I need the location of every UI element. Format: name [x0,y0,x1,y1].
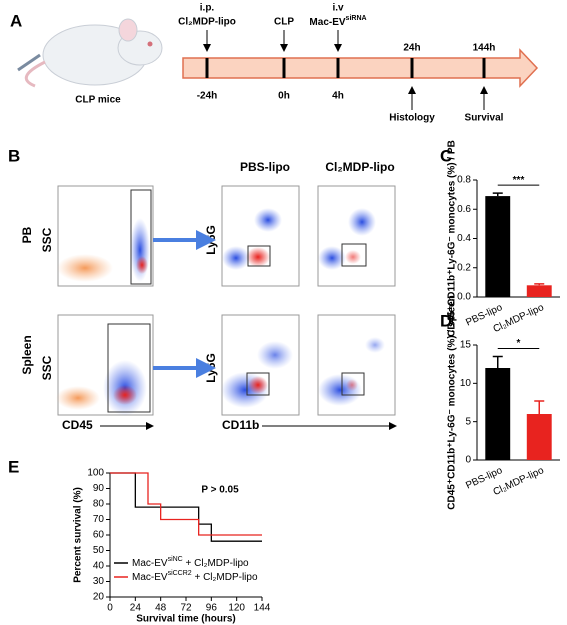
y-tick-label: 5 [465,416,471,427]
error-bar [534,283,545,286]
time-label: 24h [403,43,420,54]
event-label: CLP [274,17,294,28]
x-axis-label: Survival time (hours) [136,614,235,625]
y-tick-label: 80 [93,499,105,510]
panel-label: B [8,146,20,165]
bar [485,196,511,297]
panel-label: A [10,11,22,30]
y-axis-label: CD45⁺CD11b⁺Ly-6G⁻ monocytes (%) / PB [447,140,458,337]
y-tick-label: 90 [93,483,105,494]
column-label: PBS-lipo [240,160,290,174]
y-tick-label: 0.8 [457,175,471,186]
panel-label: D [440,311,452,330]
x-tick-label: 24 [130,603,142,614]
text-part: siNC [168,556,183,563]
error-bar [492,355,503,368]
text-part: siCCR2 [168,570,192,577]
bar [526,285,552,297]
legend-label: Mac-EVsiCCR2 + Cl₂MDP-lipo [132,570,258,582]
time-label: 0h [278,91,290,102]
text-part: Mac-EV [132,572,168,583]
text-part: Mac-EV [309,17,345,28]
error-bar [534,400,545,414]
axis-label: SSC [40,355,54,380]
y-tick-label: 0.6 [457,204,471,215]
x-tick-label: 120 [228,603,245,614]
text-part: + Cl₂MDP-lipo [183,558,249,569]
text-part: Mac-EV [132,558,168,569]
y-axis-label: Percent survival (%) [73,487,84,583]
y-tick-label: 15 [460,340,472,351]
y-tick-label: 0.0 [457,292,471,303]
event-label: Cl₂MDP-lipo [178,17,236,28]
x-tick-label: 96 [206,603,218,614]
time-label: 4h [332,91,344,102]
y-tick-label: 10 [460,378,472,389]
y-tick-label: 20 [93,592,105,603]
timeline-arrow [182,48,539,88]
bar [526,414,552,460]
mouse-illustration [17,18,163,88]
y-tick-label: 0.4 [457,233,471,244]
x-tick-label: 48 [155,603,167,614]
event-label: i.v [332,3,344,14]
axis-label: CD45 [62,418,93,432]
y-tick-label: 40 [93,561,105,572]
x-tick-label: 0 [107,603,113,614]
axis-label: CD11b [222,418,259,432]
flow-plots [56,185,396,416]
panel-label: C [440,146,452,165]
event-label: Histology [389,113,435,124]
event-label: Survival [465,113,504,124]
row-label: PB [20,226,34,243]
text-part: siRNA [346,15,367,22]
time-label: -24h [197,91,218,102]
x-tick-label: 144 [254,603,271,614]
y-tick-label: 0.2 [457,262,471,273]
event-label: i.p. [200,3,215,14]
row-label: Spleen [20,335,34,374]
mouse-label: CLP mice [75,95,121,106]
annotation: P > 0.05 [201,485,239,496]
text-part: + Cl₂MDP-lipo [192,572,258,583]
y-tick-label: 30 [93,576,105,587]
y-tick-label: 0 [465,455,471,466]
y-axis-label: CD45⁺CD11b⁺Ly-6G⁻ monocytes (%) / spleen [447,295,458,509]
significance: *** [513,175,525,186]
survival-line [110,472,262,542]
x-tick-label: 72 [180,603,192,614]
y-tick-label: 50 [93,545,105,556]
panel-label: E [8,457,19,476]
y-tick-label: 60 [93,530,105,541]
significance: * [517,338,521,349]
axis-label: SSC [40,227,54,252]
legend-label: Mac-EVsiNC + Cl₂MDP-lipo [132,556,249,568]
event-label: Mac-EVsiRNA [309,15,366,27]
y-tick-label: 70 [93,514,105,525]
bar [485,368,511,460]
survival-line [110,472,262,536]
time-label: 144h [473,43,496,54]
y-tick-label: 100 [87,468,104,479]
error-bar [492,192,503,197]
column-label: Cl₂MDP-lipo [325,160,394,174]
